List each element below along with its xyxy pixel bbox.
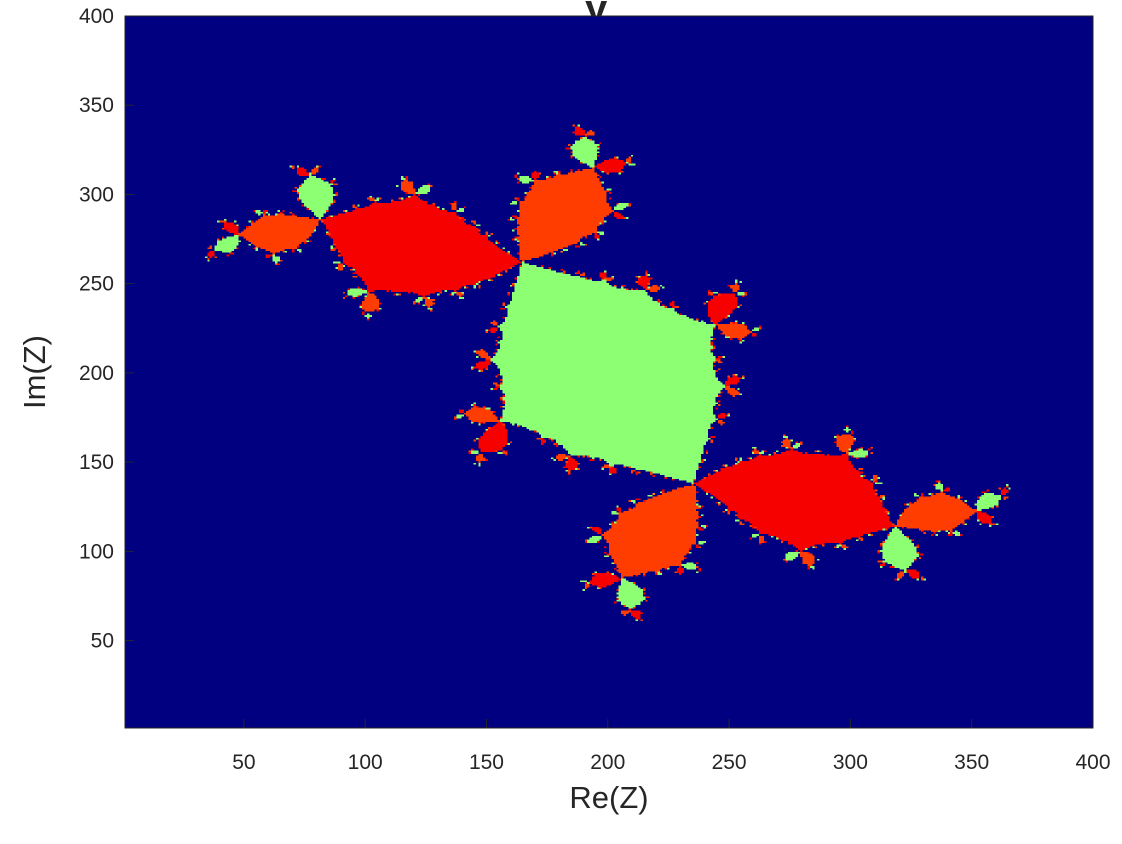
y-tick-label: 100 bbox=[79, 540, 114, 563]
y-tick-label: 200 bbox=[79, 362, 114, 385]
x-tick-label: 100 bbox=[348, 751, 383, 774]
x-tick-label: 250 bbox=[712, 751, 747, 774]
y-axis: 50 100 150 200 250 300 350 400 bbox=[79, 5, 134, 653]
y-axis-label: Im(Z) bbox=[17, 335, 52, 409]
y-tick-label: 150 bbox=[79, 451, 114, 474]
x-axis-label: Re(Z) bbox=[569, 780, 648, 815]
y-tick-label: 300 bbox=[79, 183, 114, 206]
fractal-heatmap bbox=[125, 16, 1093, 728]
x-tick-label: 300 bbox=[833, 751, 868, 774]
x-axis: 50 100 150 200 250 300 350 400 bbox=[232, 719, 1111, 774]
x-tick-label: 50 bbox=[232, 751, 255, 774]
x-tick-label: 200 bbox=[590, 751, 625, 774]
y-tick-label: 400 bbox=[79, 5, 114, 28]
y-tick-label: 250 bbox=[79, 273, 114, 296]
x-tick-label: 150 bbox=[469, 751, 504, 774]
x-tick-label: 400 bbox=[1075, 751, 1110, 774]
x-tick-label: 350 bbox=[954, 751, 989, 774]
y-tick-label: 350 bbox=[79, 94, 114, 117]
y-tick-label: 50 bbox=[91, 630, 114, 653]
axes-frame bbox=[124, 15, 1094, 729]
